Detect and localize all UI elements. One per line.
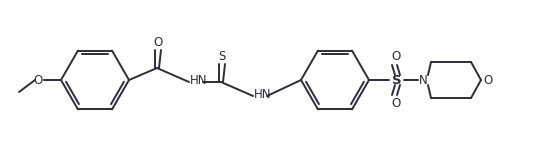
Text: HN: HN <box>190 73 208 86</box>
Text: O: O <box>391 97 401 110</box>
Text: N: N <box>419 73 427 86</box>
Text: HN: HN <box>254 87 272 100</box>
Text: O: O <box>483 73 492 86</box>
Text: S: S <box>219 50 226 63</box>
Text: O: O <box>391 50 401 63</box>
Text: O: O <box>153 36 163 49</box>
Text: O: O <box>33 73 43 86</box>
Text: S: S <box>392 73 402 86</box>
